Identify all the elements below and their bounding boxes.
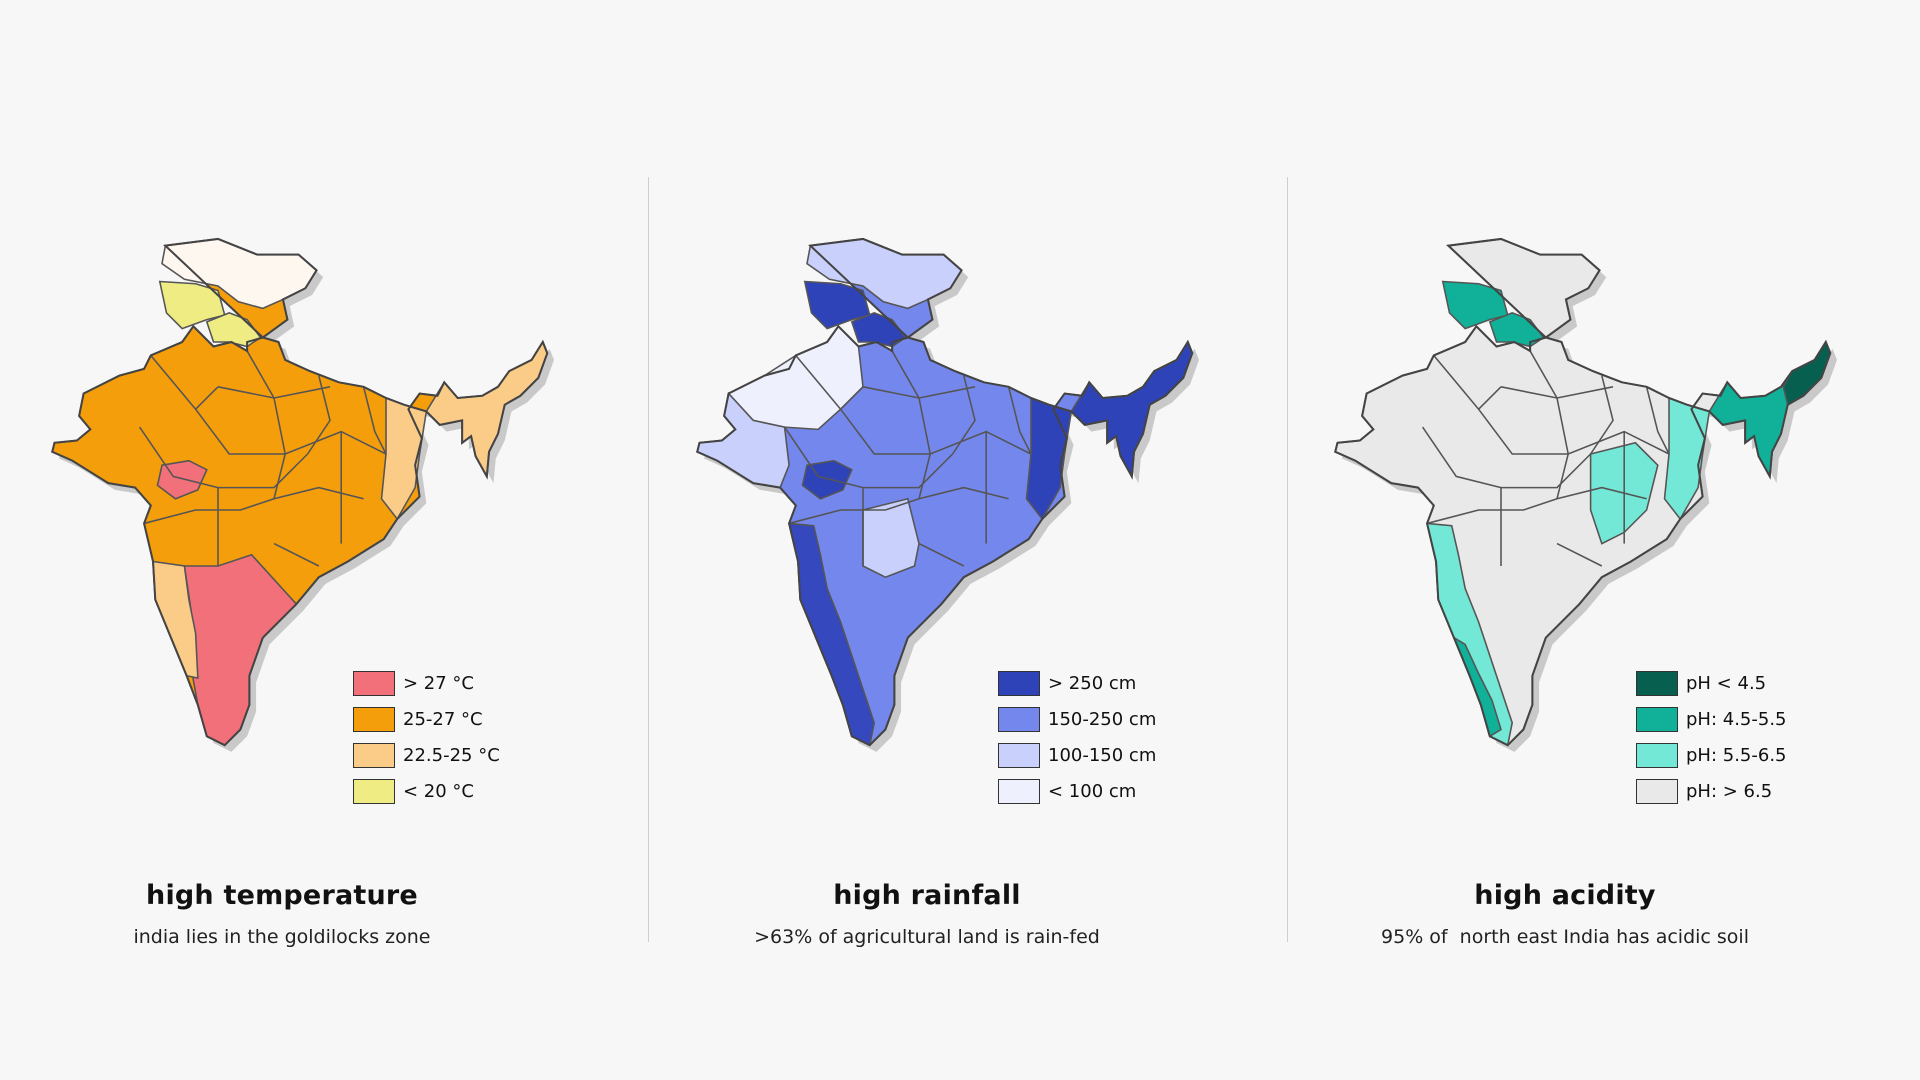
region-north3 [1488, 312, 1545, 348]
state-border [246, 350, 275, 399]
state-border [1645, 386, 1670, 455]
legend-item: 150-250 cm [998, 701, 1156, 737]
india-temperature-map [51, 237, 555, 752]
legend-label: > 27 °C [403, 672, 474, 694]
region-north2 [158, 280, 226, 330]
legend-swatch [1636, 706, 1678, 732]
panel-title: high rainfall [833, 880, 1021, 911]
india-rainfall-map [696, 237, 1199, 752]
region-north3 [205, 312, 262, 348]
divider [648, 177, 649, 942]
state-border [1529, 350, 1558, 399]
region-north2 [1441, 280, 1509, 330]
state-border [143, 486, 364, 525]
legend-label: 25-27 °C [403, 708, 483, 730]
panel-title: high temperature [146, 880, 418, 911]
legend-label: pH < 4.5 [1686, 672, 1767, 694]
legend-swatch [998, 670, 1040, 696]
outline-stroke [1334, 237, 1832, 747]
panel-subtitle: 95% of north east India has acidic soil [1381, 926, 1749, 948]
legend-swatch [353, 706, 395, 732]
legend-label: < 20 °C [403, 780, 474, 802]
divider [1287, 177, 1288, 942]
state-border [273, 542, 320, 567]
legend-label: pH: > 6.5 [1686, 780, 1773, 802]
legend-swatch [998, 706, 1040, 732]
panel-temperature: > 27 °C 25-27 °C 22.5-25 °C < 20 °C high… [0, 0, 640, 1080]
state-border [1556, 397, 1570, 499]
legend-item: 22.5-25 °C [353, 737, 500, 773]
legend-item: pH: 4.5-5.5 [1636, 701, 1787, 737]
legend-swatch [1636, 778, 1678, 804]
legend-label: < 100 cm [1048, 780, 1137, 802]
legend-label: > 250 cm [1048, 672, 1137, 694]
state-border [951, 375, 976, 455]
legend-label: 100-150 cm [1048, 744, 1157, 766]
legend-label: pH: 4.5-5.5 [1686, 708, 1787, 730]
legend-swatch [1636, 742, 1678, 768]
acidity-legend: pH < 4.5 pH: 4.5-5.5 pH: 5.5-6.5 pH: > 6… [1636, 665, 1787, 809]
state-border [362, 386, 387, 455]
legend-swatch [353, 670, 395, 696]
state-border [1007, 386, 1032, 455]
state-border [788, 486, 1009, 525]
state-border [273, 397, 287, 499]
region-north2 [803, 280, 871, 330]
legend-label: pH: 5.5-6.5 [1686, 744, 1787, 766]
state-border [1589, 375, 1614, 455]
legend-label: 150-250 cm [1048, 708, 1157, 730]
state-border [918, 397, 932, 499]
legend-item: > 27 °C [353, 665, 500, 701]
legend-item: < 20 °C [353, 773, 500, 809]
panel-title: high acidity [1474, 880, 1656, 911]
outline-stroke [51, 237, 549, 747]
rainfall-legend: > 250 cm 150-250 cm 100-150 cm < 100 cm [998, 665, 1156, 809]
region-north3 [850, 312, 907, 348]
india-acidity-map [1334, 237, 1837, 752]
legend-swatch [998, 778, 1040, 804]
panel-acidity: pH < 4.5 pH: 4.5-5.5 pH: 5.5-6.5 pH: > 6… [1283, 0, 1920, 1080]
temperature-legend: > 27 °C 25-27 °C 22.5-25 °C < 20 °C [353, 665, 500, 809]
outline-stroke [696, 237, 1194, 747]
legend-item: pH: 5.5-6.5 [1636, 737, 1787, 773]
legend-item: 100-150 cm [998, 737, 1156, 773]
legend-item: < 100 cm [998, 773, 1156, 809]
panel-subtitle: >63% of agricultural land is rain-fed [754, 926, 1100, 948]
legend-item: 25-27 °C [353, 701, 500, 737]
panel-subtitle: india lies in the goldilocks zone [133, 926, 431, 948]
legend-item: > 250 cm [998, 665, 1156, 701]
legend-swatch [1636, 670, 1678, 696]
state-border [891, 350, 920, 399]
legend-item: pH: > 6.5 [1636, 773, 1787, 809]
state-border [1556, 542, 1603, 567]
legend-swatch [353, 742, 395, 768]
state-border [1426, 486, 1647, 525]
panel-rainfall: > 250 cm 150-250 cm 100-150 cm < 100 cm … [645, 0, 1285, 1080]
legend-swatch [353, 778, 395, 804]
legend-swatch [998, 742, 1040, 768]
state-border [306, 375, 331, 455]
legend-item: pH < 4.5 [1636, 665, 1787, 701]
state-border [918, 542, 965, 567]
legend-label: 22.5-25 °C [403, 744, 500, 766]
